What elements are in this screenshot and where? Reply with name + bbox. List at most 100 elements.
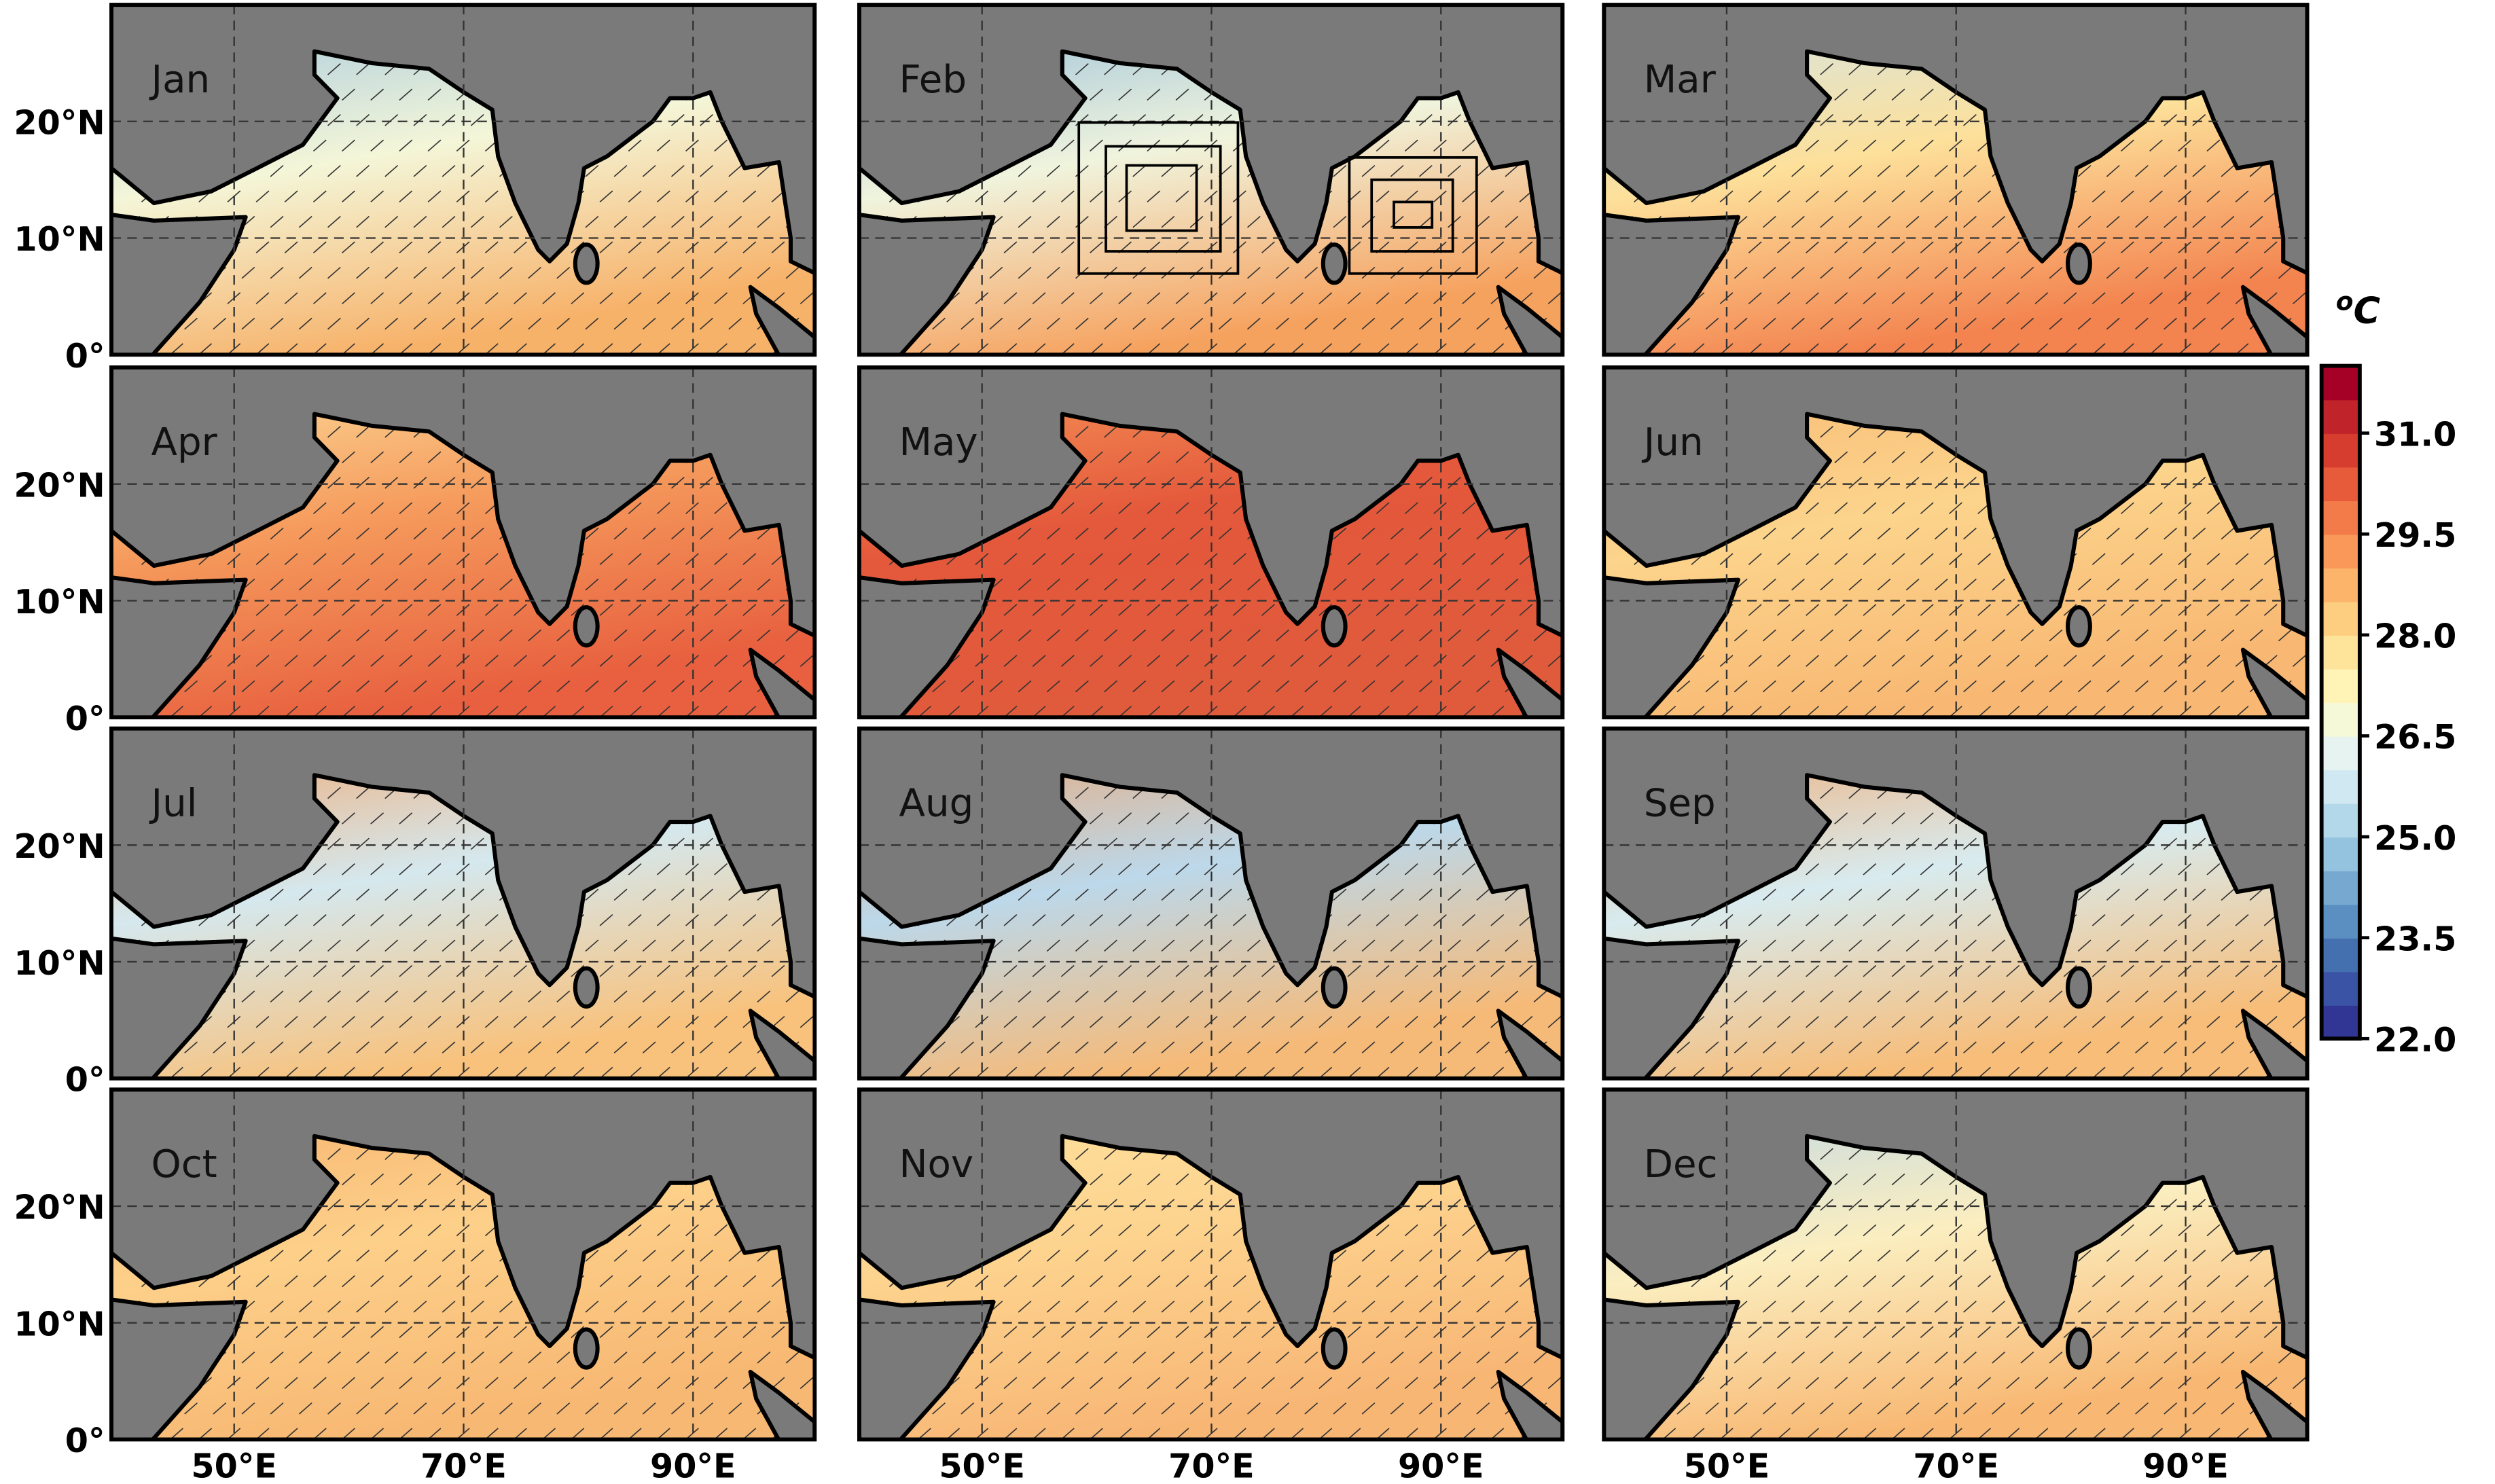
wind-vector [413, 1250, 427, 1262]
wind-vector [427, 913, 442, 926]
wind-vector [2120, 190, 2134, 203]
wind-vector [2192, 990, 2206, 1003]
wind-vector [1104, 1148, 1117, 1160]
wind-vector [700, 578, 713, 591]
land [1604, 936, 1740, 1079]
wind-vector [514, 604, 527, 616]
wind-vector [1390, 317, 1404, 330]
wind-vector [1891, 451, 1905, 464]
wind-vector [1304, 1352, 1318, 1364]
wind-vector [499, 990, 513, 1003]
wind-vector [370, 1326, 384, 1339]
wind-vector [1118, 1173, 1132, 1186]
wind-vector [1820, 1301, 1834, 1313]
wind-vector [1806, 139, 1819, 152]
wind-vector [700, 215, 713, 228]
wind-vector [370, 451, 384, 464]
wind-vector [370, 1377, 384, 1390]
wind-vector [1418, 939, 1433, 952]
wind-vector [1361, 164, 1376, 177]
wind-vector [2292, 655, 2306, 667]
wind-vector [2192, 1301, 2206, 1313]
wind-vector [1433, 964, 1447, 977]
wind-vector [1060, 1224, 1075, 1237]
wind-vector [1104, 837, 1117, 850]
wind-vector [1232, 1015, 1246, 1028]
wind-vector [1863, 190, 1877, 203]
wind-vector [1347, 1015, 1361, 1028]
wind-vector [961, 680, 975, 693]
sri-lanka [2066, 242, 2092, 285]
wind-vector [2135, 164, 2149, 177]
wind-vector [342, 913, 355, 926]
wind-vector [1806, 1015, 1819, 1028]
wind-vector [1003, 1377, 1018, 1390]
wind-vector [1863, 812, 1877, 825]
wind-vector [2120, 139, 2134, 152]
wind-vector [1848, 680, 1863, 693]
wind-vector [427, 88, 442, 101]
wind-vector [1118, 553, 1132, 565]
wind-vector [585, 1041, 599, 1053]
wind-vector [2149, 190, 2163, 203]
wind-vector [1390, 164, 1404, 177]
wind-vector [1476, 629, 1490, 642]
wind-vector [1748, 292, 1762, 304]
wind-vector [1791, 990, 1805, 1003]
wind-vector [1992, 578, 2006, 591]
wind-vector [442, 629, 456, 642]
wind-vector [1046, 1402, 1060, 1415]
wind-vector [2178, 1326, 2192, 1339]
wind-vector [1948, 1224, 1962, 1237]
wind-vector [1104, 1041, 1117, 1053]
wind-vector [1290, 1377, 1304, 1390]
wind-vector [427, 553, 442, 565]
wind-vector [714, 913, 728, 926]
study-box [1105, 145, 1222, 253]
wind-vector [312, 1326, 327, 1339]
wind-vector [1046, 680, 1060, 693]
wind-vector [628, 913, 642, 926]
wind-vector [742, 1326, 757, 1339]
wind-vector [1003, 1015, 1018, 1028]
wind-vector [1448, 888, 1461, 901]
wind-vector [1090, 190, 1103, 203]
wind-vector [1777, 553, 1791, 565]
wind-vector [356, 1301, 370, 1313]
wind-vector [1948, 139, 1962, 152]
wind-vector [413, 114, 427, 126]
wind-vector [785, 1352, 800, 1364]
wind-vector [932, 1402, 946, 1415]
wind-vector [1863, 913, 1877, 926]
wind-vector [370, 655, 384, 667]
wind-vector [628, 292, 642, 304]
wind-vector [298, 164, 312, 177]
land [1604, 575, 1740, 718]
wind-vector [1963, 317, 1977, 330]
wind-vector [1376, 190, 1390, 203]
colorbar-bin [2321, 601, 2360, 636]
wind-vector [2249, 164, 2263, 177]
wind-vector [255, 1015, 270, 1028]
wind-vector [384, 680, 399, 693]
wind-vector [427, 1015, 442, 1028]
wind-vector [1891, 88, 1905, 101]
wind-vector [1175, 1377, 1189, 1390]
wind-vector [1820, 266, 1834, 279]
wind-vector [1003, 292, 1018, 304]
wind-vector [1934, 476, 1948, 489]
wind-vector [1934, 888, 1948, 901]
wind-vector [1676, 1402, 1691, 1415]
panel-frame [857, 726, 1565, 1081]
wind-vector [442, 476, 456, 489]
wind-vector [255, 913, 270, 926]
wind-vector [1218, 114, 1232, 126]
wind-vector [2192, 1402, 2206, 1415]
wind-vector [1505, 527, 1519, 540]
wind-vector [1376, 863, 1390, 875]
wind-vector [241, 1402, 255, 1415]
wind-vector [1820, 114, 1834, 126]
wind-vector [2206, 1224, 2221, 1237]
colorbar-tick-label: 29.5 [2374, 515, 2456, 555]
wind-vector [2049, 317, 2063, 330]
